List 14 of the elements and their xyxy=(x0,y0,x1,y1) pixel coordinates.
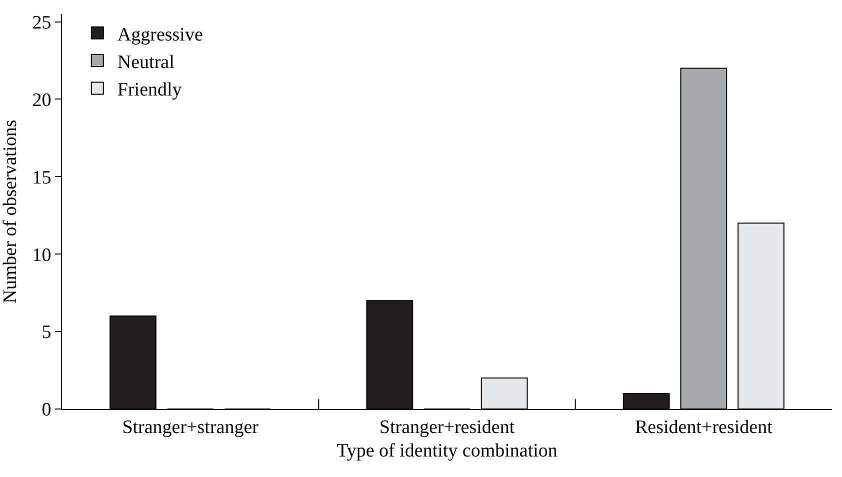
y-tick-label: 5 xyxy=(42,322,52,344)
y-tick-label: 10 xyxy=(32,244,52,266)
legend-label: Aggressive xyxy=(117,24,203,46)
y-tick-label: 0 xyxy=(42,400,52,421)
x-tick-label: Stranger+resident xyxy=(379,416,516,438)
legend-label: Friendly xyxy=(117,80,182,101)
x-tick-label: Stranger+stranger xyxy=(122,416,260,438)
legend-label: Neutral xyxy=(117,52,174,73)
y-tick-label: 20 xyxy=(32,90,52,111)
x-axis-title: Type of identity combination xyxy=(336,440,558,462)
y-tick-label: 15 xyxy=(32,167,52,188)
y-tick-label: 25 xyxy=(32,12,52,34)
y-axis-title: Number of observations xyxy=(0,120,21,304)
x-tick-label: Resident+resident xyxy=(634,416,774,438)
